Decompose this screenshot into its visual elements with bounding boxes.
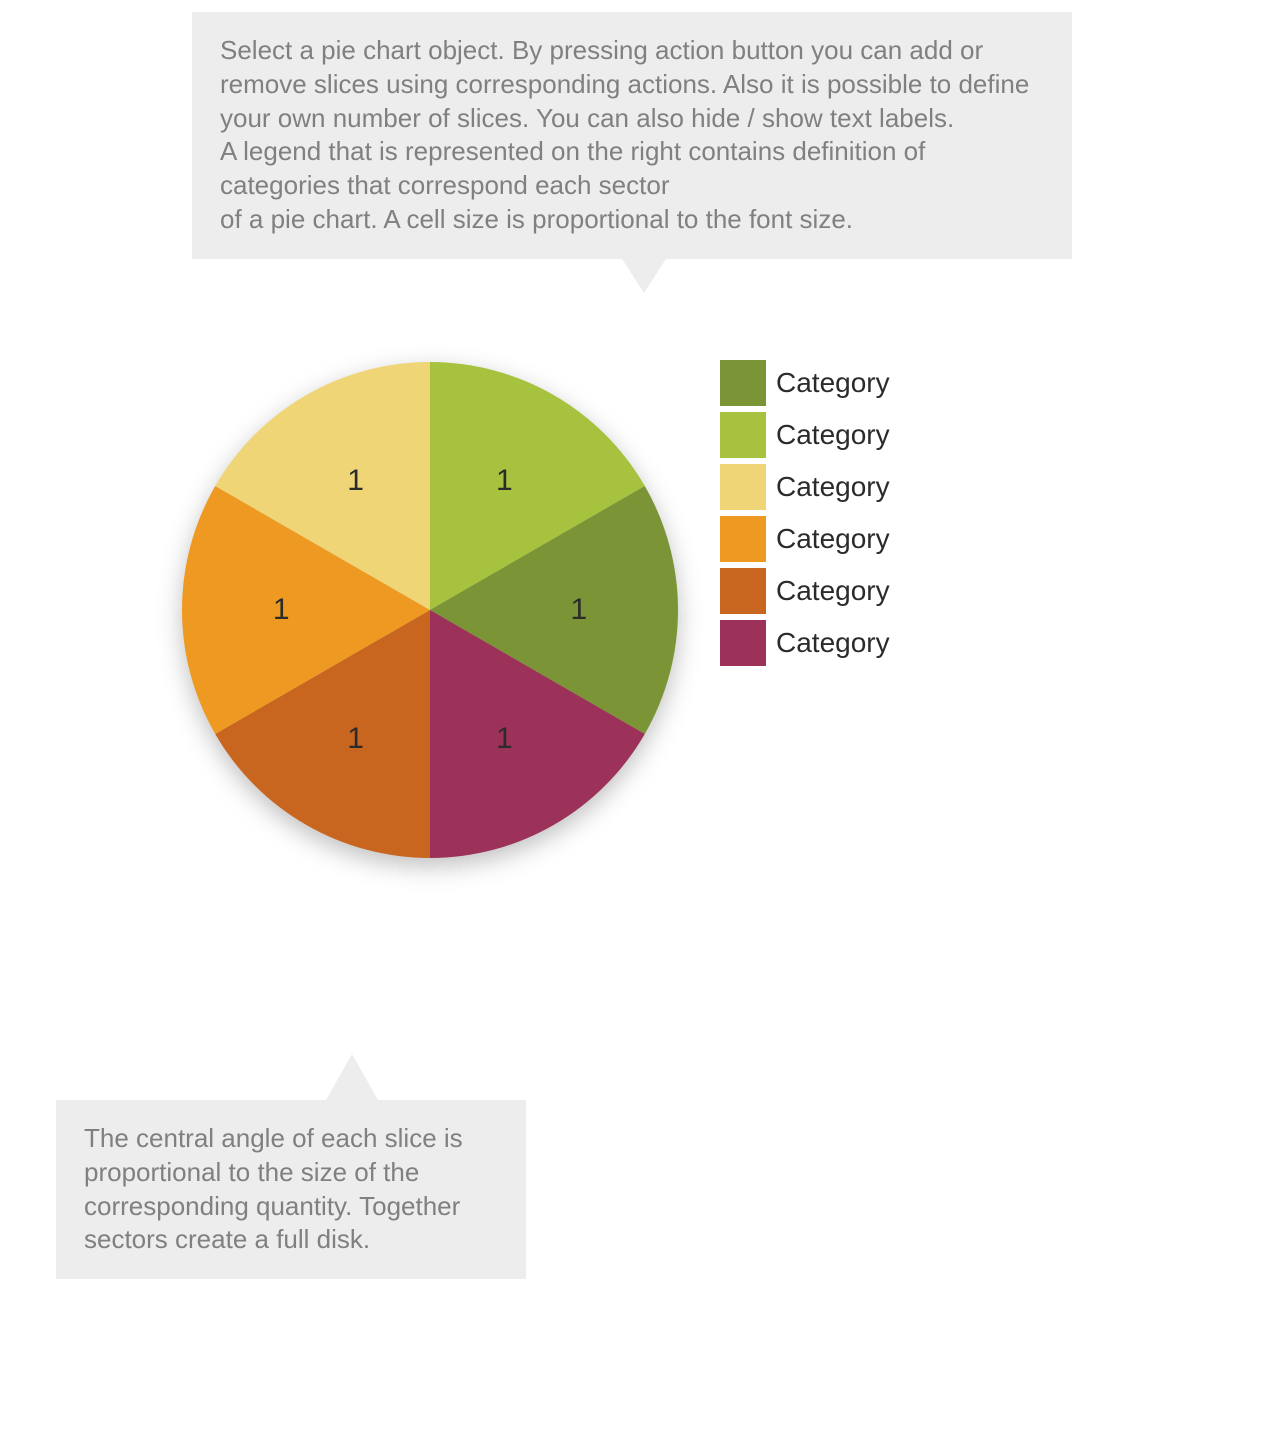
legend-swatch bbox=[720, 516, 766, 562]
legend-item: Category bbox=[720, 516, 890, 562]
canvas: Select a pie chart object. By pressing a… bbox=[0, 0, 1266, 1436]
legend-item: Category bbox=[720, 568, 890, 614]
callout-bottom: The central angle of each slice is propo… bbox=[56, 1100, 526, 1279]
legend-label: Category bbox=[776, 367, 890, 399]
legend-label: Category bbox=[776, 575, 890, 607]
legend: Category Category Category Category Category… bbox=[720, 360, 890, 672]
legend-swatch bbox=[720, 412, 766, 458]
pie-chart[interactable]: 111111 bbox=[170, 350, 690, 870]
legend-swatch bbox=[720, 360, 766, 406]
callout-bottom-text: The central angle of each slice is propo… bbox=[84, 1123, 463, 1254]
legend-swatch bbox=[720, 464, 766, 510]
legend-swatch bbox=[720, 568, 766, 614]
pie-svg bbox=[170, 350, 690, 870]
legend-label: Category bbox=[776, 627, 890, 659]
legend-item: Category bbox=[720, 360, 890, 406]
callout-top-text: Select a pie chart object. By pressing a… bbox=[220, 35, 1029, 234]
legend-swatch bbox=[720, 620, 766, 666]
legend-label: Category bbox=[776, 471, 890, 503]
legend-item: Category bbox=[720, 464, 890, 510]
callout-top-pointer-icon bbox=[622, 259, 666, 293]
legend-label: Category bbox=[776, 419, 890, 451]
callout-bottom-pointer-icon bbox=[326, 1054, 378, 1100]
legend-item: Category bbox=[720, 412, 890, 458]
legend-item: Category bbox=[720, 620, 890, 666]
legend-label: Category bbox=[776, 523, 890, 555]
callout-top: Select a pie chart object. By pressing a… bbox=[192, 12, 1072, 259]
